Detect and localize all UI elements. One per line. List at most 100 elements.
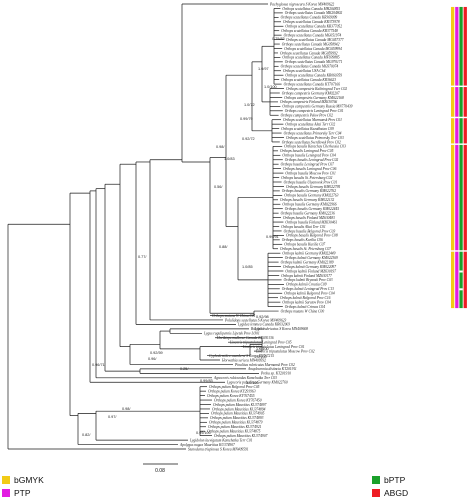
support-label: 1.0/72 <box>244 103 255 107</box>
tip-label: Orthops scutellatus Canada MG059994 <box>284 47 342 51</box>
tip-label: Stenodema trispinosa S Korea MN409591 <box>188 447 249 451</box>
tip-label: Orthops kalmii Saratov Prov C04 <box>282 300 331 304</box>
tip-label: Orthops pulum Mauritius KU374879 <box>209 421 263 425</box>
tip-label: Orthops kalmii Finland MZ630197 <box>285 269 336 273</box>
tip-label: Orthops basalis Altai Terr C01 <box>281 225 326 229</box>
tip-label: Orthops basalis Finland MZ630461 <box>285 220 337 224</box>
tip-label: Orthops basalis Kurilia C06 <box>282 238 323 242</box>
tip-label: Orthops scutellatus Canada MK204802 <box>285 11 343 15</box>
delimitation-bar <box>463 144 467 251</box>
tip-label: Orthops basalis Germany KM022132 <box>280 198 334 202</box>
tip-label: Orthops scutellatus Canada KR377052 <box>285 25 342 29</box>
legend-swatch-abgd <box>372 489 380 497</box>
support-label: 1.0/100 <box>264 85 277 89</box>
delimitation-bar <box>459 118 463 144</box>
support-label: 0.92/72 <box>242 137 255 141</box>
delimitation-bar <box>451 251 455 309</box>
tip-label: Orthops scutellatus USA Ch4 <box>283 69 326 73</box>
tip-label: Orthops scutellatus Canada KR36623 <box>281 78 336 82</box>
tip-label: Horwathia sericea MN409592 <box>221 358 266 362</box>
tip-label: Orthops basalis St. Petersburg C02 <box>281 176 332 180</box>
support-label: 0.75/83 <box>272 37 285 41</box>
tip-label: Orthops basalis Leningrad Prov C05 <box>280 149 334 153</box>
legend: bGMYK bPTP PTP ABGD <box>2 475 408 498</box>
tip-label: Orthops pulum Mauritius KU374894 <box>212 407 266 411</box>
tip-label: Orthops scutellatus Murmansk Prov C01 <box>283 118 342 122</box>
tip-label: Orthops kalmii Germany KM022189 <box>281 260 334 264</box>
tip-label: Orthops basalis Ulyanovsk Prov C01 <box>284 180 338 184</box>
legend-label-ptp: PTP <box>14 488 31 498</box>
legend-label-bptp: bPTP <box>384 475 406 485</box>
support-label: 1.0/100 <box>246 381 259 385</box>
tip-label: Orthops pulum Korea KY291963 <box>208 389 256 393</box>
tip-label: Orthops kalmii Leningrad Prov C13 <box>282 287 334 291</box>
tip-label: Orthops campestris Leningrad Prov C01 <box>285 109 344 113</box>
tip-label: Orthops mutans W China C01 <box>212 314 256 318</box>
legend-label-bgmyk: bGMYK <box>14 475 44 485</box>
tip-label: Lygidea lemmea Canada KR032003 <box>237 323 290 327</box>
tip-label: Agnocoris rubicundus Kamchatka Terr C03 <box>213 376 277 380</box>
tip-label: Pinalitus rubricatus Murmansk Prov C02 <box>234 363 295 367</box>
support-label: 0.99/83 <box>200 379 213 383</box>
tip-label: Apolygus nugax Mauritius KU374907 <box>179 443 235 447</box>
tip-label: Orthops campestris Germany KM022168 <box>284 96 344 100</box>
tip-label: Orthops campestris Germany KM02207 <box>282 91 340 95</box>
tip-label: Orthops kalmii Belgorod Prov C04 <box>284 292 335 296</box>
delimitation-bar <box>459 251 463 309</box>
tip-label: Liocoris tripustulatus Leningrad Prov C0… <box>229 341 292 345</box>
tip-label: Orthops scutellatus Canada MF939885 <box>282 56 339 60</box>
support-label: 0.92/98 <box>256 315 269 319</box>
delimitation-bar <box>455 118 459 144</box>
tip-label: Orthops pulum Mauritius KU374893 <box>210 416 264 420</box>
tip-label: Orthops scutellatus Canada MG057377 <box>286 38 344 42</box>
support-label: 0.82/ <box>82 433 91 437</box>
tip-label: Orthops kalmii Germany KM022097 <box>283 265 336 269</box>
delimitation-bar <box>463 87 467 117</box>
tip-label: Orthops campestris Germany Russia MN7704… <box>282 105 352 109</box>
delimitation-bar <box>459 6 463 86</box>
support-label: 0.96/ <box>148 357 157 361</box>
support-label: 1.0/97 <box>258 67 269 71</box>
tip-label: Orthops pulum Mauritius KU374897 <box>213 403 267 407</box>
delimitation-bar <box>455 144 459 251</box>
scale-bar: 0.08 <box>143 463 178 474</box>
tip-label: Orthops basalis St. Petersburg C07 <box>280 247 331 251</box>
delimitation-bar <box>459 144 463 251</box>
support-label: 0.99/79 <box>240 117 253 121</box>
tip-label: Orthops scutellatus Canada KR377548 <box>281 29 338 33</box>
tip-label: Orthops basalis Leningrad Prov C02 <box>285 158 339 162</box>
tip-label: Orthops scutellatus Canada MG970074 <box>281 65 339 69</box>
tip-label: Liocoris tripustulatus Leningrad Prov C0… <box>242 345 305 349</box>
legend-item-bptp: bPTP <box>372 475 406 485</box>
tip-label: Horikiops mullerae Canada KR030136 <box>216 336 274 340</box>
tip-label: Orthops kalmii Croatia C09 <box>286 283 327 287</box>
tip-label: Lygus rugulipennis Lipetsk Prov LO01 <box>203 332 260 336</box>
delimitation-bar-gap <box>459 270 463 273</box>
tip-labels: Pachyglossa nigroseura S Korea MN409622 O… <box>179 2 353 451</box>
support-label: 1.0/85 <box>242 265 253 269</box>
tip-label: Orthops kalmii Bryansk Prov C03 <box>284 278 333 282</box>
tip-label: Orthops basalis Germany KM022762 <box>282 189 336 193</box>
tip-label: Orthops pulum Belgorod Prov C05 <box>209 385 260 389</box>
tip-label: Orthops basalis Germany KM022236 <box>281 211 335 215</box>
support-label: 0.88/ <box>219 245 228 249</box>
tip-label: Orthops scutellatus Primorsky Terr C04 <box>284 131 342 135</box>
support-label: 0.96/71 <box>92 363 105 367</box>
support-label: 1.0/100 <box>256 347 269 351</box>
tip-label: Orthops scutellatus Canada MG058942 <box>282 42 340 46</box>
tree-branches <box>7 3 284 450</box>
tip-label: Pachyglossa nigroseura S Korea MN409622 <box>269 2 334 6</box>
delimitation-bar <box>451 6 455 86</box>
tip-label: Orthops basalis Leningrad Prov C06 <box>283 167 337 171</box>
tip-label: Orthops scutellatus Canada KT707166 <box>284 82 341 86</box>
tip-label: Orthops kalmii Germany KM022369 <box>285 256 338 260</box>
delimitation-bar <box>463 6 467 86</box>
support-label: 0.98/ <box>216 145 225 149</box>
tip-label: Orthops basalis Belgorod Prov C08 <box>286 234 338 238</box>
tip-label: Orthops scutellatus Canada KR373978 <box>283 20 340 24</box>
support-label: 1.0/83 <box>224 157 235 161</box>
tip-label: Liocoris tripustulatus Moscow Prov C02 <box>255 349 315 353</box>
tip-label: Proba sp. KT201910 <box>260 372 291 376</box>
tip-label: Orthops pulum Korea KY767455 <box>207 394 255 398</box>
